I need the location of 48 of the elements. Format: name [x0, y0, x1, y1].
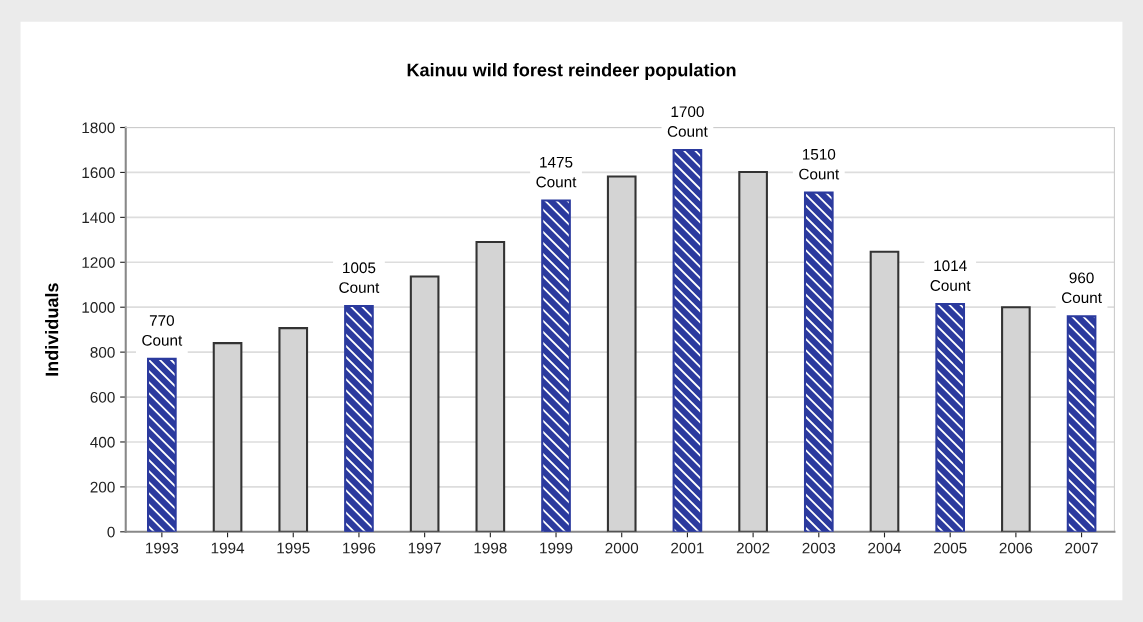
- text: Count: [667, 126, 708, 137]
- y-tick-label: 0: [107, 526, 115, 538]
- x-tick-label: 2006: [999, 542, 1033, 554]
- y-tick-label: 1400: [82, 212, 115, 224]
- data-label: 1005: [343, 262, 376, 274]
- bar: [672, 148, 703, 532]
- text: Count: [1061, 292, 1102, 304]
- data-label: 770: [149, 315, 175, 326]
- x-tick-label: 1997: [408, 542, 441, 554]
- bar: [344, 305, 374, 532]
- data-label: 1510: [802, 148, 836, 160]
- bar: [147, 357, 177, 532]
- bar: [541, 199, 571, 532]
- x-tick-label: 1998: [474, 542, 507, 554]
- text: Count: [142, 334, 183, 346]
- data-label: 1700: [671, 106, 704, 118]
- bar: [803, 191, 834, 532]
- bar: [935, 303, 966, 532]
- text: Count: [799, 168, 840, 180]
- x-tick-label: 1995: [277, 542, 310, 554]
- x-tick-label: 1994: [211, 542, 245, 554]
- x-tick-label: 2004: [868, 542, 902, 554]
- y-tick-label: 400: [90, 436, 115, 448]
- text: Count: [339, 282, 380, 293]
- series-label: Count: [930, 280, 971, 291]
- text: Count: [536, 176, 577, 188]
- data-label: 1014: [934, 260, 967, 272]
- x-tick-label: 1996: [343, 542, 376, 554]
- y-tick-label: 800: [90, 346, 115, 358]
- y-tick-label: 1800: [82, 122, 115, 134]
- chart-title: Kainuu wild forest reindeer population: [407, 63, 736, 80]
- x-tick-label: 1993: [146, 542, 179, 554]
- y-tick-label: 1600: [82, 167, 115, 179]
- y-axis-title: Individuals: [45, 283, 59, 376]
- x-tick-label: 2007: [1065, 542, 1098, 554]
- y-tick-label: 1000: [82, 302, 115, 313]
- x-tick-label: 2003: [802, 542, 836, 554]
- data-label: 1475: [540, 156, 573, 168]
- data-label: 960: [1069, 272, 1094, 284]
- x-tick-label: 2005: [933, 542, 967, 554]
- y-tick-label: 1200: [82, 257, 115, 268]
- x-tick-label: 2001: [671, 542, 704, 554]
- y-tick-label: 200: [90, 481, 115, 493]
- y-tick-label: 600: [90, 391, 115, 403]
- x-tick-label: 1999: [540, 542, 573, 554]
- bar: [1066, 315, 1097, 532]
- x-tick-label: 2000: [605, 542, 639, 554]
- x-tick-label: 2002: [736, 542, 770, 554]
